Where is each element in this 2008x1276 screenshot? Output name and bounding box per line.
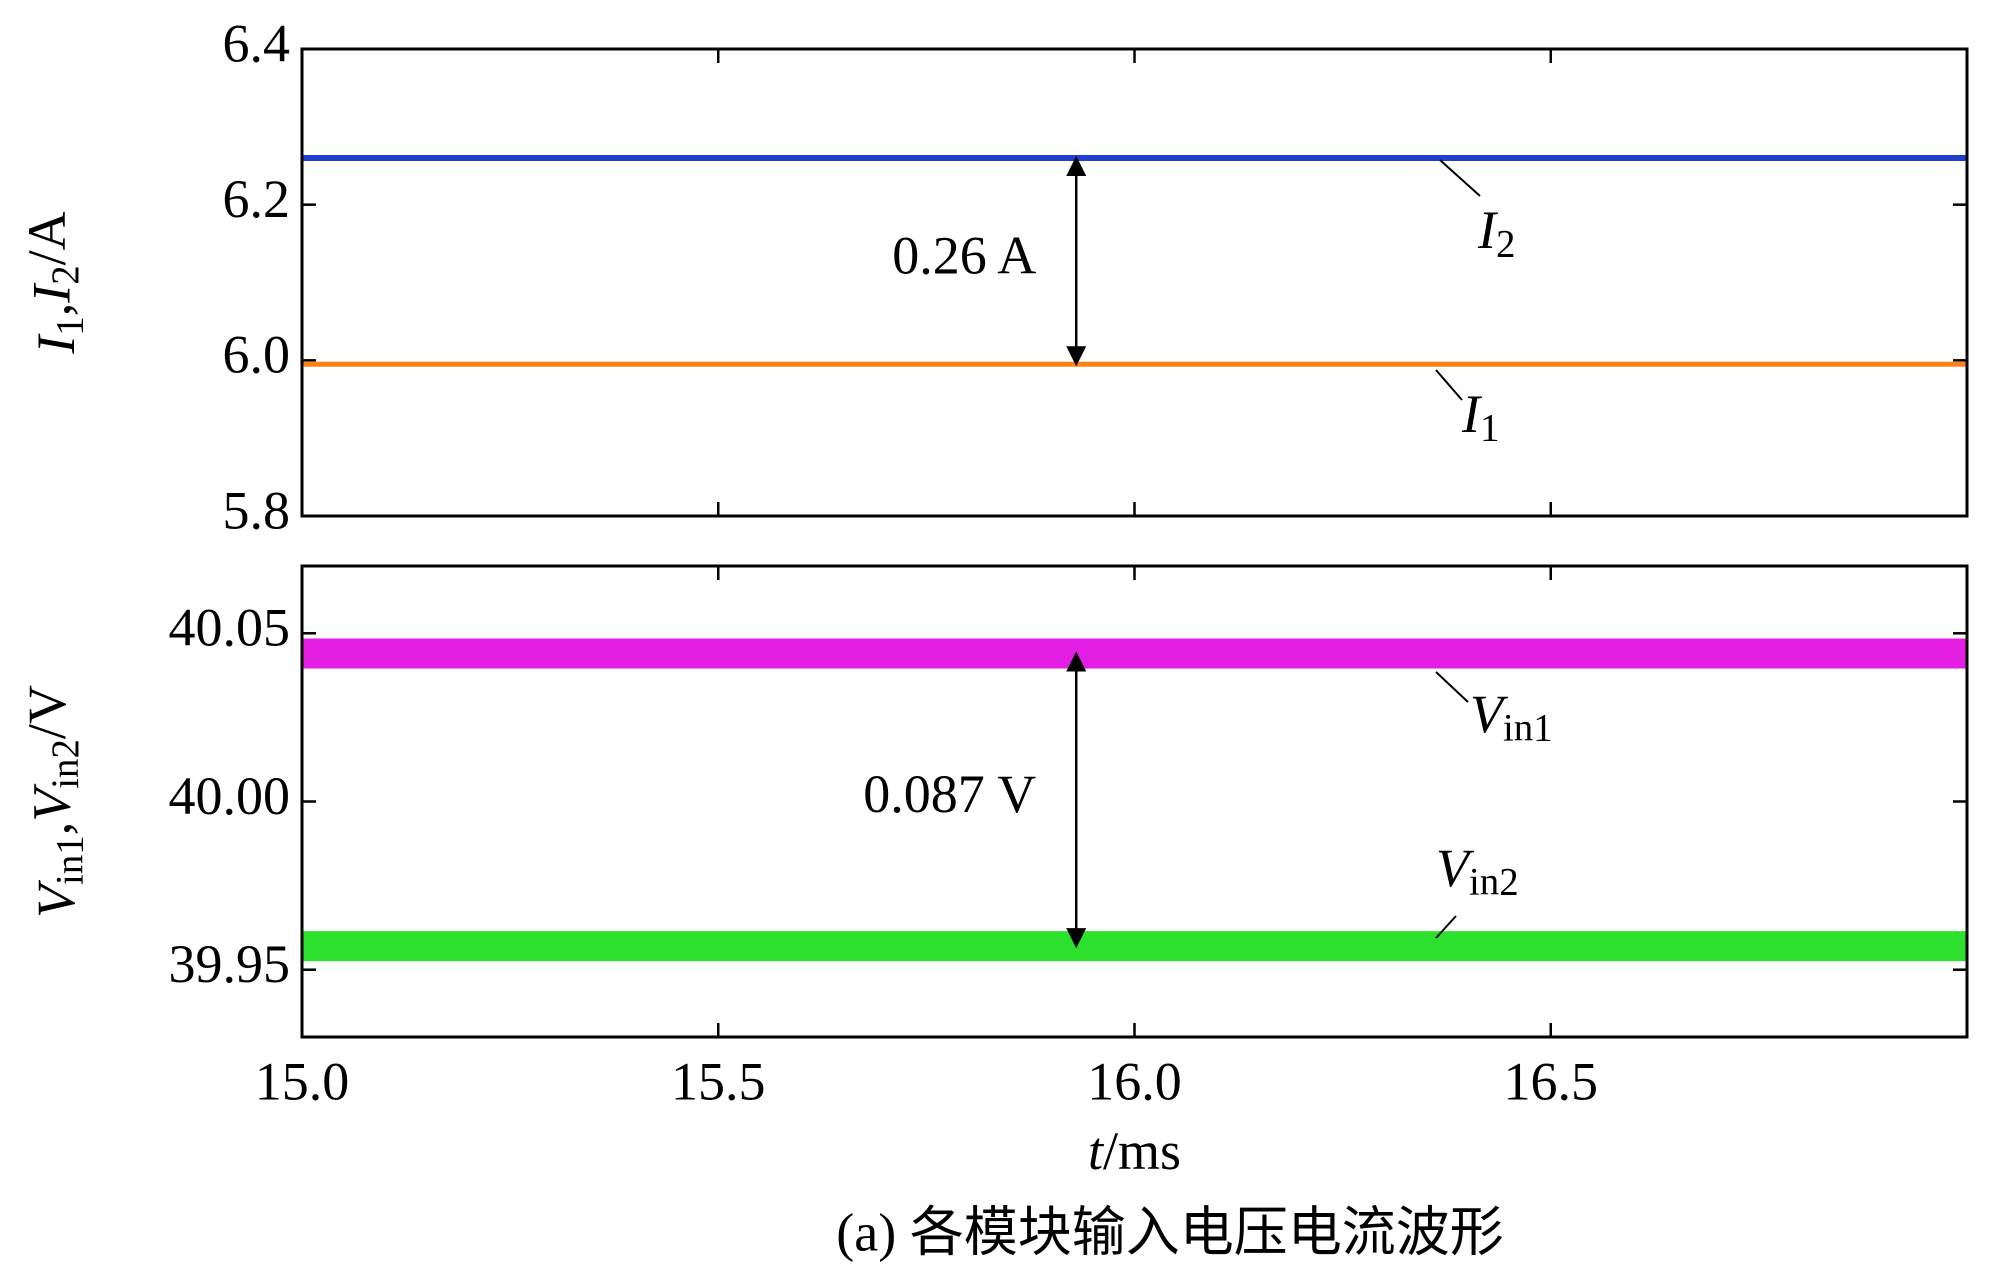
series-label: I1 bbox=[1461, 384, 1499, 449]
leader-line bbox=[1435, 915, 1457, 939]
leader-line bbox=[1435, 671, 1469, 703]
annotation-text: 0.26 A bbox=[892, 225, 1036, 285]
series-label: Vin1 bbox=[1470, 684, 1553, 749]
caption: (a) 各模块输入电压电流波形 bbox=[836, 1202, 1503, 1262]
y-tick-label: 5.8 bbox=[223, 480, 291, 540]
leader-line bbox=[1435, 369, 1463, 401]
plot-frame bbox=[300, 47, 1969, 518]
y-axis-label: Vin1,Vin2/V bbox=[17, 685, 91, 918]
leader-line bbox=[1439, 159, 1481, 197]
plot-frame bbox=[300, 564, 1969, 1039]
x-tick-label: 16.0 bbox=[1087, 1051, 1182, 1111]
series-label: Vin2 bbox=[1436, 838, 1519, 903]
y-tick-label: 40.00 bbox=[169, 766, 291, 826]
x-tick-label: 15.5 bbox=[671, 1051, 766, 1111]
series-label: I2 bbox=[1477, 200, 1515, 265]
y-axis-label: I1,I2/A bbox=[17, 211, 91, 354]
y-tick-label: 40.05 bbox=[169, 598, 291, 658]
x-tick-label: 16.5 bbox=[1504, 1051, 1599, 1111]
y-tick-label: 39.95 bbox=[169, 934, 291, 994]
x-axis-label: t/ms bbox=[1088, 1121, 1181, 1181]
x-tick-label: 15.0 bbox=[255, 1051, 350, 1111]
y-tick-label: 6.0 bbox=[223, 325, 291, 385]
y-tick-label: 6.2 bbox=[223, 169, 291, 229]
annotation-text: 0.087 V bbox=[863, 764, 1036, 824]
y-tick-label: 6.4 bbox=[223, 13, 291, 73]
